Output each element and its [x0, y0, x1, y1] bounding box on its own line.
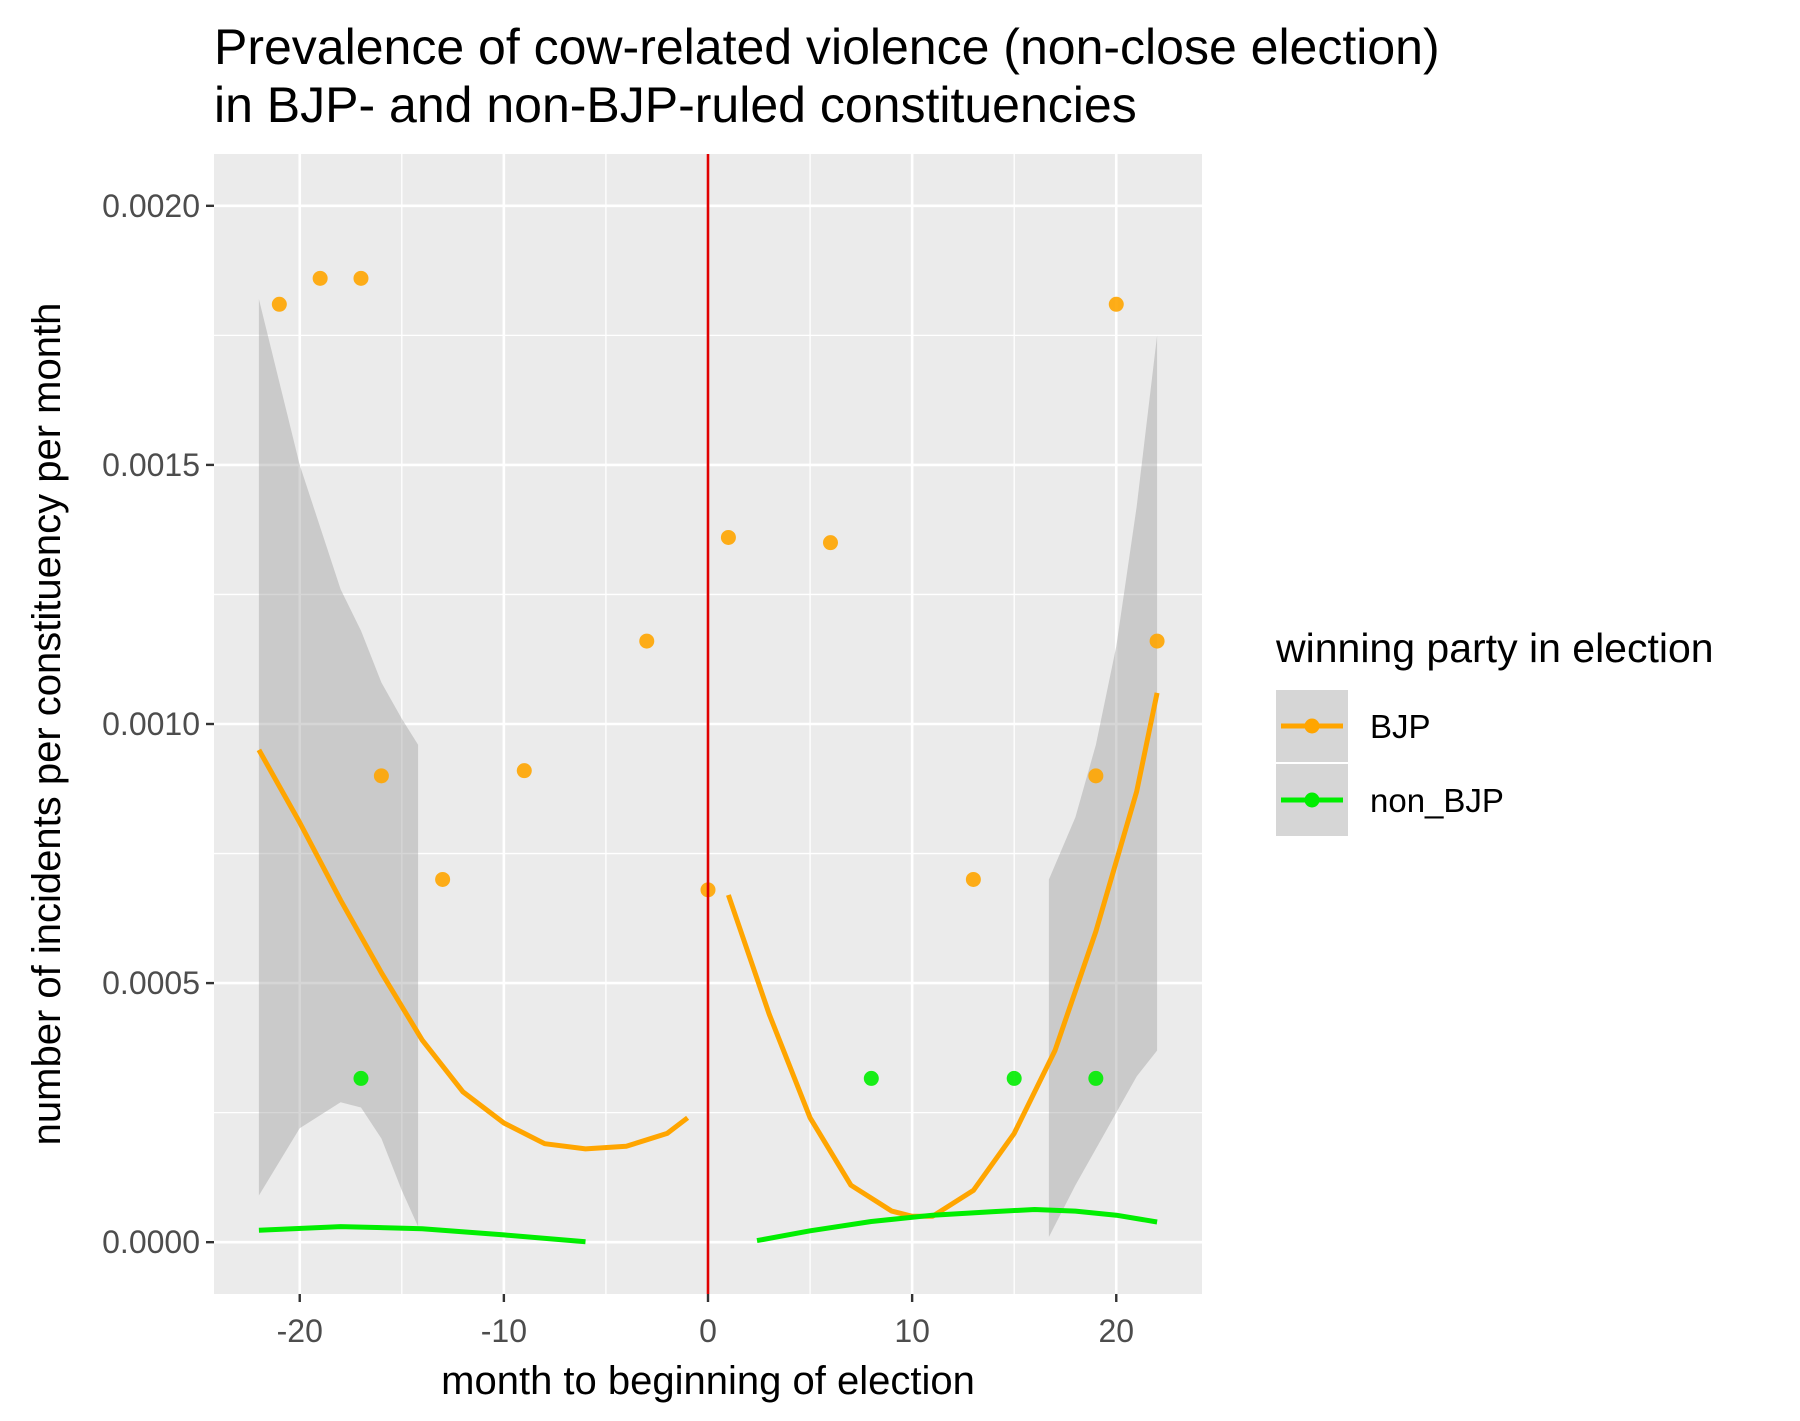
- fit-line-non_BJP: [258, 1224, 586, 1245]
- legend-title: winning party in election: [1275, 625, 1714, 671]
- data-point-BJP: [1088, 768, 1104, 784]
- confidence-bands: [258, 299, 1158, 1237]
- data-point-BJP: [822, 535, 838, 551]
- data-point-BJP: [720, 529, 736, 545]
- fit-lines: [256, 692, 1160, 1245]
- data-point-BJP: [435, 871, 451, 887]
- data-point-BJP: [271, 296, 287, 312]
- x-axis: -20 -10 0 10 20: [277, 1294, 1134, 1349]
- data-point-BJP: [1149, 633, 1165, 649]
- x-axis-title: month to beginning of election: [441, 1359, 975, 1403]
- y-tick-label: 0.0005: [102, 965, 200, 1001]
- legend-key-point: [1304, 792, 1320, 808]
- data-point-BJP: [516, 763, 532, 779]
- x-tick-label: 0: [699, 1313, 717, 1349]
- data-point-non_BJP: [1006, 1070, 1022, 1086]
- legend-label: non_BJP: [1370, 782, 1504, 819]
- data-point-non_BJP: [353, 1070, 369, 1086]
- x-tick-label: -10: [481, 1313, 527, 1349]
- data-point-BJP: [1108, 296, 1124, 312]
- data-point-BJP: [353, 270, 369, 286]
- confidence-band: [258, 299, 419, 1227]
- data-point-BJP: [639, 633, 655, 649]
- fit-line-BJP: [256, 748, 690, 1152]
- data-point-non_BJP: [863, 1070, 879, 1086]
- chart-title-line-1: Prevalence of cow-related violence (non-…: [214, 19, 1440, 75]
- y-tick-label: 0.0020: [102, 188, 200, 224]
- data-point-non_BJP: [1088, 1070, 1104, 1086]
- x-tick-label: -20: [277, 1313, 323, 1349]
- y-tick-label: 0.0015: [102, 447, 200, 483]
- y-axis-title: number of incidents per constituency per…: [25, 303, 69, 1146]
- data-point-BJP: [965, 871, 981, 887]
- x-tick-label: 10: [894, 1313, 930, 1349]
- confidence-band: [1048, 335, 1158, 1237]
- y-axis: 0.0000 0.0005 0.0010 0.0015 0.0020: [102, 188, 214, 1260]
- y-tick-label: 0.0000: [102, 1224, 200, 1260]
- fit-line-non_BJP: [756, 1207, 1158, 1244]
- legend-label: BJP: [1370, 708, 1431, 745]
- y-tick-label: 0.0010: [102, 706, 200, 742]
- legend: winning party in election BJP non_BJP: [1275, 625, 1714, 836]
- data-points: [271, 270, 1165, 1086]
- legend-key-point: [1304, 718, 1320, 734]
- data-point-BJP: [312, 270, 328, 286]
- x-tick-label: 20: [1098, 1313, 1134, 1349]
- chart-title-line-2: in BJP- and non-BJP-ruled constituencies: [214, 77, 1137, 133]
- data-point-BJP: [373, 768, 389, 784]
